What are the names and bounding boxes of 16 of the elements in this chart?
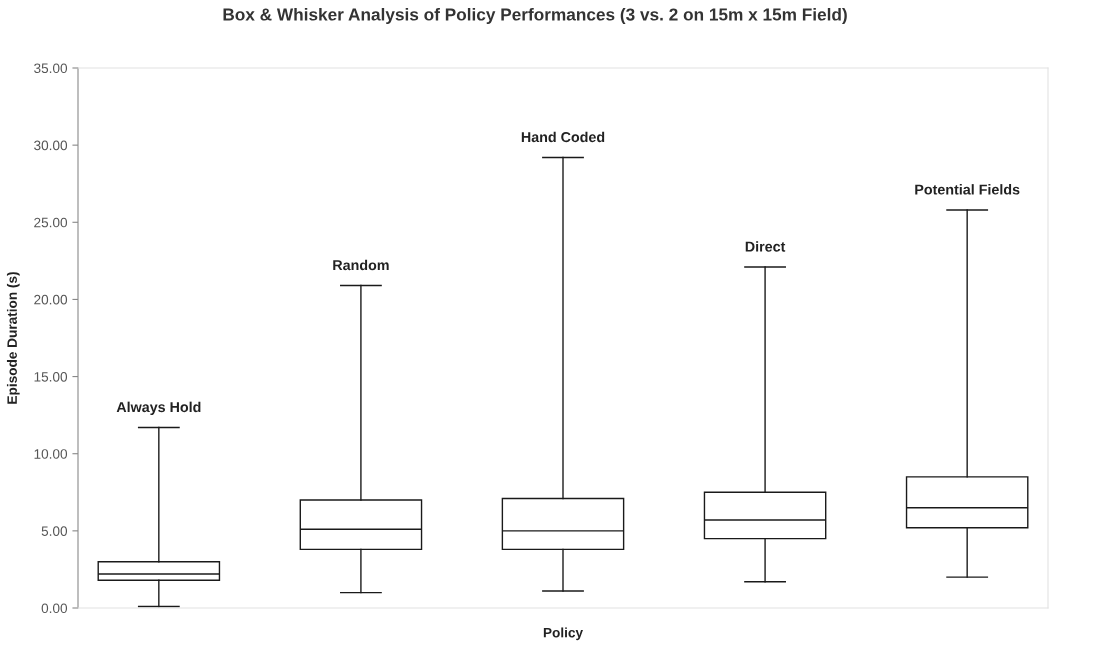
- x-tick-label: Always Hold: [116, 401, 201, 415]
- y-tick-label: 20.00: [34, 294, 68, 305]
- y-tick-label: 15.00: [34, 372, 68, 382]
- y-tick-label: 30.00: [34, 140, 68, 151]
- y-axis-title: Episode Duration (s): [6, 272, 20, 404]
- y-tick-label: 0.00: [41, 603, 68, 614]
- x-axis-title: Policy: [543, 627, 583, 641]
- x-tick-label: Hand Coded: [521, 131, 605, 143]
- y-tick-label: 35.00: [34, 63, 68, 74]
- x-tick-label: Potential Fields: [915, 184, 1020, 195]
- y-tick-label: 5.00: [41, 526, 68, 536]
- y-tick-label: 25.00: [34, 217, 68, 228]
- x-tick-label: Direct: [745, 241, 786, 252]
- y-tick-label: 10.00: [34, 449, 68, 459]
- x-tick-label: Random: [333, 259, 389, 271]
- chart-title: Box & Whisker Analysis of Policy Performances (3 vs. 2 on 15m x 15m Field): [223, 7, 847, 25]
